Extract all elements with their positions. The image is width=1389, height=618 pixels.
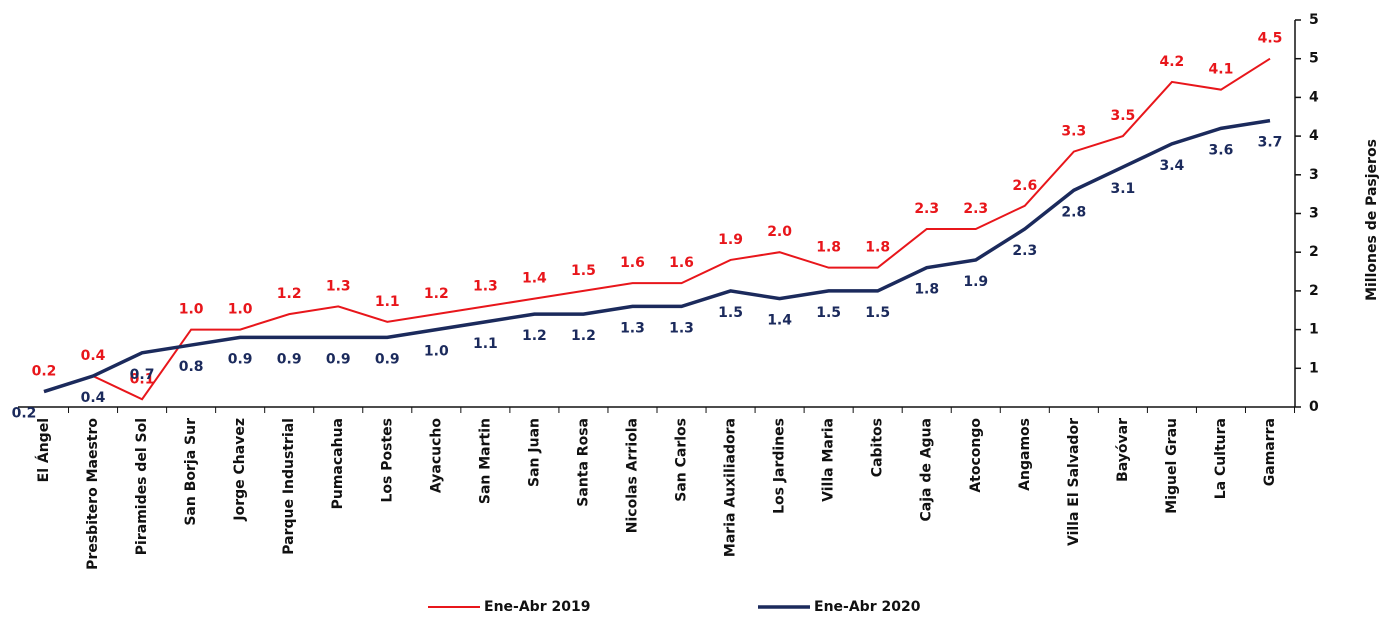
x-tick-label: Parque Industrial xyxy=(281,418,297,555)
data-label: 3.7 xyxy=(1258,135,1283,151)
line-0 xyxy=(43,57,1271,401)
legend-label: Ene-Abr 2019 xyxy=(484,599,590,615)
data-label: 1.5 xyxy=(865,305,890,321)
x-tick-label: San Martin xyxy=(477,418,493,504)
y-axis-label: Millones de Pasjeros xyxy=(1364,139,1380,301)
data-label: 0.2 xyxy=(32,364,57,380)
data-label: 1.6 xyxy=(620,255,645,271)
data-label: 1.2 xyxy=(571,328,596,344)
data-label: 1.2 xyxy=(424,286,449,302)
x-tick-label: Maria Auxiliadora xyxy=(723,418,739,557)
y-tick-label: 5 xyxy=(1309,12,1319,28)
x-tick-label: Gamarra xyxy=(1262,418,1278,486)
y-tick-label: 2 xyxy=(1309,283,1319,299)
data-label: 4.1 xyxy=(1209,62,1234,78)
data-label: 1.3 xyxy=(620,320,645,336)
data-label: 3.3 xyxy=(1061,124,1086,140)
x-tick-label: Cabitos xyxy=(870,418,886,477)
data-label: 3.6 xyxy=(1209,142,1234,158)
data-label: 4.5 xyxy=(1258,31,1283,47)
data-label: 0.2 xyxy=(12,406,37,422)
data-label: 2.8 xyxy=(1061,204,1086,220)
data-label: 2.6 xyxy=(1012,178,1037,194)
data-label: 0.9 xyxy=(228,351,253,367)
x-tick-label: Ayacucho xyxy=(428,418,444,493)
data-label: 2.3 xyxy=(914,201,939,217)
x-tick-label: La Cultura xyxy=(1213,418,1229,499)
x-tick-label: Atocongo xyxy=(968,418,984,493)
data-label: 1.0 xyxy=(179,302,204,318)
data-label: 1.2 xyxy=(277,286,302,302)
data-label: 0.4 xyxy=(81,348,106,364)
data-label: 2.3 xyxy=(1012,243,1037,259)
data-label: 3.1 xyxy=(1110,181,1135,197)
y-tick-label: 1 xyxy=(1309,360,1319,376)
x-tick-label: Presbitero Maestro xyxy=(85,418,101,570)
data-label: 0.9 xyxy=(375,351,400,367)
data-label: 1.5 xyxy=(718,305,743,321)
x-tick-label: San Carlos xyxy=(674,418,690,502)
x-tick-label: Los Postes xyxy=(379,418,395,502)
y-tick-label: 4 xyxy=(1309,128,1319,144)
data-label: 1.3 xyxy=(326,278,351,294)
data-label: 1.4 xyxy=(767,313,792,329)
data-label: 2.0 xyxy=(767,224,792,240)
x-tick-label: El Ángel xyxy=(35,418,52,482)
data-label: 0.9 xyxy=(326,351,351,367)
data-label: 1.6 xyxy=(669,255,694,271)
x-tick-label: Jorge Chavez xyxy=(232,418,248,522)
x-tick-label: Piramides del Sol xyxy=(134,418,150,555)
x-tick-label: San Borja Sur xyxy=(183,418,199,526)
data-label: 0.7 xyxy=(130,367,155,383)
x-tick-label: Pumacahua xyxy=(330,418,346,509)
data-label: 0.1 xyxy=(130,371,155,387)
data-label: 1.8 xyxy=(816,240,841,256)
x-tick-label: Villa Maria xyxy=(821,418,837,502)
data-label: 1.0 xyxy=(228,302,253,318)
x-tick-label: San Juan xyxy=(526,418,542,487)
line-1 xyxy=(43,118,1271,394)
x-tick-label: Caja de Agua xyxy=(919,418,935,522)
data-label: 1.8 xyxy=(914,282,939,298)
data-label: 1.9 xyxy=(963,274,988,290)
data-label: 1.9 xyxy=(718,232,743,248)
x-tick-label: Miguel Grau xyxy=(1164,418,1180,514)
data-label: 1.1 xyxy=(375,294,400,310)
data-label: 1.5 xyxy=(571,263,596,279)
data-label: 1.8 xyxy=(865,240,890,256)
y-tick-label: 5 xyxy=(1309,51,1319,67)
data-label: 1.5 xyxy=(816,305,841,321)
data-label: 1.3 xyxy=(669,320,694,336)
data-label: 1.4 xyxy=(522,271,547,287)
data-label: 0.8 xyxy=(179,359,204,375)
data-label: 1.1 xyxy=(473,336,498,352)
x-tick-label: Angamos xyxy=(1017,418,1033,491)
data-label: 4.2 xyxy=(1160,54,1185,70)
data-label: 0.4 xyxy=(81,390,106,406)
y-tick-label: 3 xyxy=(1309,206,1319,222)
y-tick-label: 3 xyxy=(1309,167,1319,183)
data-label: 2.3 xyxy=(963,201,988,217)
y-tick-label: 0 xyxy=(1309,399,1319,415)
data-label: 1.2 xyxy=(522,328,547,344)
legend-label: Ene-Abr 2020 xyxy=(814,599,921,615)
data-label: 3.4 xyxy=(1160,158,1185,174)
data-label: 1.0 xyxy=(424,344,449,360)
x-tick-label: Nicolas Arriola xyxy=(624,418,640,533)
data-label: 3.5 xyxy=(1110,108,1135,124)
y-tick-label: 1 xyxy=(1309,322,1319,338)
x-tick-label: Los Jardines xyxy=(772,418,788,514)
x-tick-label: Bayóvar xyxy=(1115,418,1131,482)
y-tick-label: 4 xyxy=(1309,89,1319,105)
x-tick-label: Santa Rosa xyxy=(575,418,591,507)
y-tick-label: 2 xyxy=(1309,244,1319,260)
data-label: 0.9 xyxy=(277,351,302,367)
data-label: 1.3 xyxy=(473,278,498,294)
x-tick-label: Villa El Salvador xyxy=(1066,418,1082,546)
